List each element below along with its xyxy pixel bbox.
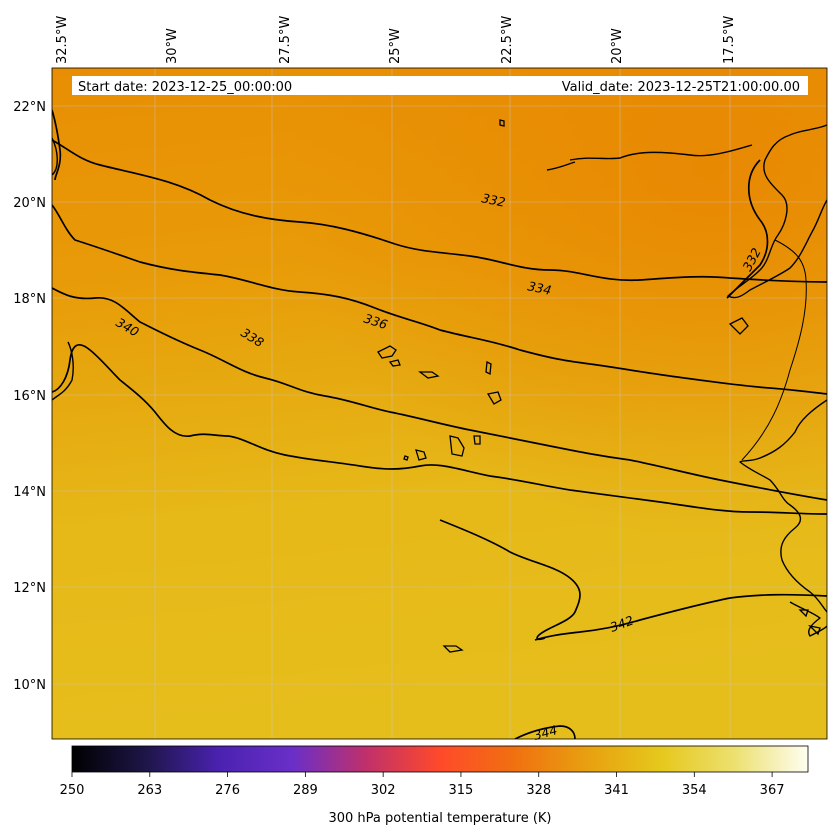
lon-tick-label: 27.5°W	[278, 16, 293, 64]
contour-lines	[52, 109, 827, 739]
lon-tick-label: 32.5°W	[55, 16, 70, 64]
warm-region-shading	[52, 68, 827, 739]
colorbar-ticks: 250 263 276 289 302 315 328 341 354 367	[60, 772, 785, 798]
contour-344	[514, 725, 576, 739]
lon-tick-label: 25°W	[388, 28, 403, 64]
graticule	[52, 68, 827, 739]
lat-tick-label: 18°N	[13, 292, 46, 307]
map-border	[51, 67, 828, 740]
coast-africa-south	[739, 399, 827, 613]
island-fogo	[415, 449, 427, 461]
island-boa-vista	[486, 391, 502, 405]
contour-label: 334	[526, 278, 553, 298]
colorbar-tick-label: 354	[682, 783, 707, 798]
island-guinea-coast	[798, 609, 821, 636]
start-date: Start date: 2023-12-25_00:00:00	[78, 80, 292, 95]
coast-north-left	[546, 161, 576, 171]
contour-332-ne	[726, 159, 769, 299]
contour-340b	[439, 519, 581, 641]
colorbar-tick-label: 315	[449, 783, 474, 798]
longitude-labels: 32.5°W 30°W 27.5°W 25°W 22.5°W 20°W 17.5…	[55, 16, 737, 64]
contour-340	[52, 109, 62, 181]
contour-label: 344	[532, 722, 559, 743]
island-sal	[485, 360, 492, 376]
colorbar-tick-label: 289	[293, 783, 318, 798]
island-maio	[473, 435, 481, 445]
coast-north-strip	[569, 144, 753, 161]
island-santiago	[449, 435, 465, 457]
contour-334	[52, 204, 827, 395]
island-sao-nicolau	[418, 371, 440, 379]
island-santo-antao	[377, 345, 397, 359]
colorbar-tick-label: 276	[215, 783, 240, 798]
colorbar-tick-label: 302	[371, 783, 396, 798]
coast-west-edge	[52, 137, 74, 401]
contour-342	[534, 593, 827, 641]
lat-tick-label: 16°N	[13, 389, 46, 404]
contour-338	[52, 343, 827, 515]
colorbar-tick-label: 263	[137, 783, 162, 798]
colorbar-tick-label: 250	[60, 783, 85, 798]
contour-332-north	[52, 139, 827, 283]
colorbar-tick-label: 341	[604, 783, 629, 798]
coast-west-africa	[727, 124, 827, 299]
colorbar: 250 263 276 289 302 315 328 341 354 367 300 hPa p…	[60, 745, 809, 826]
lon-tick-label: 30°W	[165, 28, 180, 64]
contour-336	[52, 287, 827, 501]
lat-tick-label: 20°N	[13, 196, 46, 211]
lon-tick-label: 17.5°W	[722, 16, 737, 64]
map-panel: 332 332 334 336 338 340 342 344 Start da…	[51, 67, 828, 743]
islands	[377, 119, 821, 653]
contour-label: 332	[480, 190, 507, 210]
date-banner: Start date: 2023-12-25_00:00:00 Valid_da…	[72, 76, 808, 95]
valid-date: Valid_date: 2023-12-25T21:00:00.00	[562, 80, 800, 95]
lat-tick-label: 22°N	[13, 100, 46, 115]
island-bijagos	[728, 317, 749, 335]
island-sao-vicente	[388, 359, 401, 367]
coastlines	[52, 124, 827, 637]
lon-tick-label: 20°W	[610, 28, 625, 64]
colorbar-tick-label: 328	[526, 783, 551, 798]
lon-tick-label: 22.5°W	[500, 16, 515, 64]
island-south-small	[442, 645, 464, 653]
lat-tick-label: 12°N	[13, 581, 46, 596]
latitude-labels: 22°N 20°N 18°N 16°N 14°N 12°N 10°N	[13, 100, 46, 693]
lat-tick-label: 14°N	[13, 485, 46, 500]
island-brava	[403, 455, 409, 461]
colorbar-tick-label: 367	[760, 783, 785, 798]
colorbar-strip	[71, 745, 809, 773]
colorbar-label: 300 hPa potential temperature (K)	[328, 811, 551, 826]
lat-tick-label: 10°N	[13, 678, 46, 693]
date-banner-background	[72, 76, 808, 95]
western-sahara-border	[741, 239, 807, 461]
contour-label: 336	[362, 311, 389, 333]
island-north-dot	[499, 119, 505, 127]
